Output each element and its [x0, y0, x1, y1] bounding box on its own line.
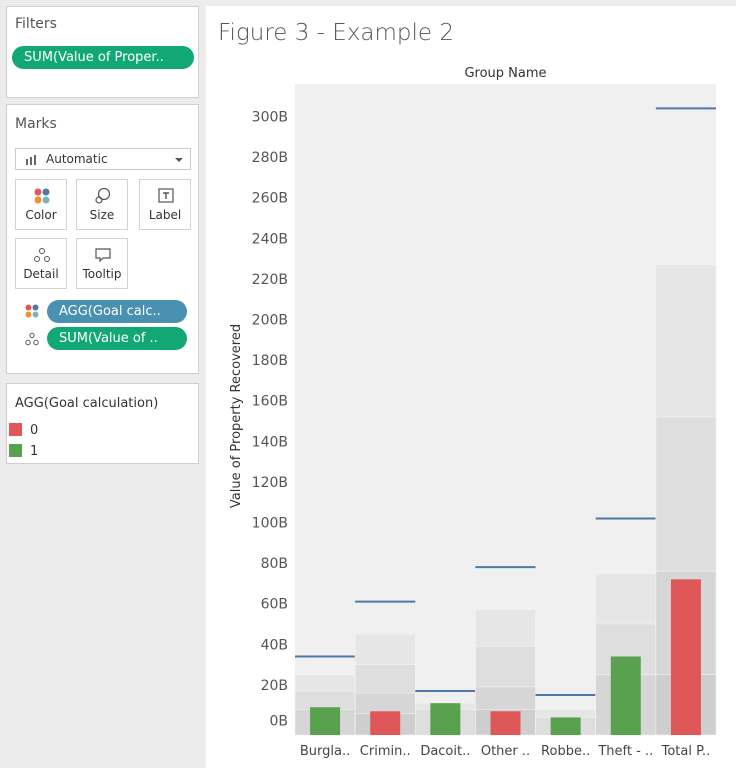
mark-type-dropdown[interactable]: Automatic	[15, 148, 191, 170]
y-tick-label: 40B	[261, 637, 288, 653]
x-tick-label: Robbe..	[541, 744, 590, 759]
detail-button[interactable]: Detail	[15, 238, 67, 289]
bar[interactable]	[490, 711, 521, 735]
detail-dots-icon	[25, 332, 39, 346]
detail-label: Detail	[23, 267, 59, 281]
x-tick-label: Total P..	[661, 744, 711, 759]
y-tick-label: 260B	[252, 191, 288, 207]
color-dots-icon	[25, 304, 39, 318]
size-button[interactable]: Size	[76, 179, 128, 230]
y-tick-label: 120B	[252, 475, 288, 491]
bar[interactable]	[550, 717, 581, 735]
chart-area: Figure 3 - Example 2 Group Name Value of …	[206, 6, 736, 768]
bar[interactable]	[430, 703, 461, 735]
color-field-pill[interactable]: AGG(Goal calc..	[47, 300, 187, 323]
legend-label-1: 1	[30, 444, 39, 459]
bar[interactable]	[310, 707, 341, 735]
filters-title: Filters	[15, 16, 57, 32]
detail-field-pill[interactable]: SUM(Value of ..	[47, 327, 187, 350]
y-tick-label: 300B	[252, 110, 288, 126]
bar[interactable]	[370, 711, 401, 735]
chevron-down-icon	[175, 158, 183, 162]
filter-pill[interactable]: SUM(Value of Proper..	[12, 46, 194, 69]
marks-panel: Marks Automatic Color Size Label Deta	[6, 104, 199, 374]
x-tick-label: Other ..	[481, 744, 530, 759]
y-tick-label: 180B	[252, 353, 288, 369]
tooltip-icon	[95, 248, 111, 263]
marks-title: Marks	[15, 116, 57, 132]
mark-type-label: Automatic	[46, 152, 108, 166]
x-tick-label: Dacoit..	[420, 744, 470, 759]
y-tick-label: 220B	[252, 272, 288, 288]
bar[interactable]	[670, 579, 701, 735]
x-tick-label: Burgla..	[300, 744, 350, 759]
y-tick-label: 0B	[269, 714, 288, 730]
y-tick-label: 240B	[252, 231, 288, 247]
detail-dots-icon	[34, 248, 50, 262]
x-tick-label: Theft - ..	[597, 744, 653, 759]
legend-item-0[interactable]: 0	[9, 423, 38, 438]
legend-panel: AGG(Goal calculation) 0 1	[6, 383, 199, 464]
bar-chart: Group Name Value of Property Recovered 0B 2…	[229, 66, 717, 759]
column-header: Group Name	[464, 66, 546, 81]
x-tick-label: Crimin..	[360, 744, 411, 759]
legend-swatch-0	[9, 423, 22, 436]
y-tick-label: 280B	[252, 150, 288, 166]
tooltip-label: Tooltip	[82, 267, 122, 281]
color-label: Color	[25, 208, 57, 222]
y-axis-label: Value of Property Recovered	[229, 324, 244, 508]
color-dots-icon	[34, 188, 50, 204]
label-button[interactable]: Label	[139, 179, 191, 230]
y-tick-label: 80B	[261, 556, 288, 572]
label-label: Label	[148, 208, 182, 222]
legend-swatch-1	[9, 444, 22, 457]
color-button[interactable]: Color	[15, 179, 67, 230]
legend-label-0: 0	[30, 423, 39, 438]
y-tick-label: 160B	[252, 394, 288, 410]
text-label-icon	[158, 188, 174, 203]
size-icon	[95, 187, 111, 204]
y-tick-label: 60B	[261, 597, 288, 613]
y-tick-label: 200B	[252, 313, 288, 329]
filters-panel: Filters SUM(Value of Proper..	[6, 6, 199, 98]
tooltip-button[interactable]: Tooltip	[76, 238, 128, 289]
y-tick-label: 100B	[252, 516, 288, 532]
legend-title: AGG(Goal calculation)	[15, 396, 159, 411]
size-label: Size	[89, 208, 115, 222]
y-tick-label: 20B	[261, 678, 288, 694]
chart-title: Figure 3 - Example 2	[218, 20, 455, 46]
legend-item-1[interactable]: 1	[9, 444, 38, 459]
bar[interactable]	[610, 656, 641, 735]
y-tick-label: 140B	[252, 434, 288, 450]
bar-chart-icon	[26, 155, 36, 165]
